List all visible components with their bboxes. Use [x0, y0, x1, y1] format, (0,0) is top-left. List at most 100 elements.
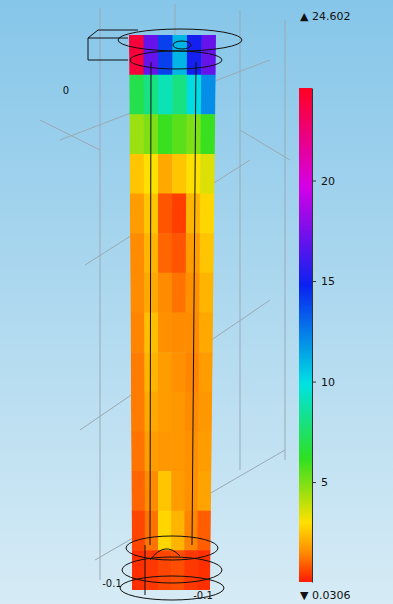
surface-cell	[158, 392, 172, 432]
tick: 10	[312, 376, 335, 389]
chart: 0 -0.1 -0.1 5 10 15 20 ▲ 24.602 ▼ 0.0306	[0, 0, 393, 604]
surface-cell	[158, 313, 172, 353]
tick-label: -0.1	[193, 590, 213, 601]
surface-cell	[172, 75, 187, 115]
surface-cell	[171, 550, 185, 590]
surface-cell	[171, 471, 185, 511]
wireframe	[40, 4, 290, 590]
tick-label: 15	[321, 275, 335, 288]
surface-cell	[158, 511, 172, 551]
surface-cell	[131, 431, 145, 471]
surface-cell	[198, 471, 212, 511]
surface-cell	[130, 273, 144, 313]
surface-cell	[172, 154, 187, 194]
surface-cell	[186, 194, 201, 234]
outline	[88, 30, 138, 60]
surface-cell	[158, 352, 172, 392]
surface-cell	[158, 154, 173, 194]
surface-cell	[131, 471, 145, 511]
tick: 15	[312, 275, 335, 288]
surface-cell	[172, 233, 187, 273]
surface-cell	[185, 313, 199, 353]
tick-label: -0.1	[102, 578, 122, 589]
surface-cell	[185, 352, 199, 392]
surface-cell	[172, 194, 187, 234]
surface-cell	[158, 233, 172, 273]
outline	[120, 576, 224, 600]
axis-line	[312, 89, 313, 583]
surface-cell	[200, 154, 215, 194]
surface-cell	[158, 114, 173, 154]
surface-cell	[200, 194, 215, 234]
surface-cell	[198, 392, 212, 432]
surface-cell	[130, 233, 145, 273]
surface-cell	[201, 75, 216, 115]
surface-cell	[171, 511, 185, 551]
surface-cell	[129, 114, 144, 154]
tick-mark	[312, 382, 316, 383]
colorbar-axis: 5 10 15 20	[312, 89, 335, 583]
axis-labels: 0 -0.1 -0.1	[63, 85, 213, 601]
wireframe-line	[40, 120, 100, 150]
colorbar	[299, 88, 312, 582]
background	[0, 0, 393, 604]
tick-label: 0	[63, 85, 69, 96]
surface-cell	[185, 392, 199, 432]
surface-cell	[184, 471, 198, 511]
surface-cell	[185, 431, 199, 471]
surface-cell	[129, 75, 144, 115]
outline	[118, 29, 242, 51]
colorbar-max: ▲ 24.602	[300, 10, 350, 23]
surface	[129, 35, 217, 591]
surface-cell	[130, 154, 145, 194]
surface-cell	[131, 313, 145, 353]
surface-cell	[144, 313, 158, 353]
colorbar-min: ▼ 0.0306	[300, 589, 350, 602]
surface-cell	[131, 352, 145, 392]
surface-cell	[197, 511, 211, 551]
surface-cell	[184, 511, 198, 551]
surface-cell	[199, 313, 214, 353]
tick-mark	[312, 181, 316, 182]
surface-cell	[130, 194, 145, 234]
outline	[126, 536, 218, 560]
surface-cell	[199, 352, 213, 392]
surface-cell	[201, 114, 216, 154]
wireframe-line	[240, 10, 241, 470]
surface-cell	[158, 273, 172, 313]
surface-cell	[172, 313, 186, 353]
surface-cell	[145, 550, 159, 590]
surface-cell	[172, 352, 186, 392]
surface-cell	[172, 273, 186, 313]
tick-label: 10	[321, 376, 335, 389]
surface-cell	[198, 431, 212, 471]
tick-label: 5	[321, 476, 328, 489]
wireframe-line	[285, 20, 286, 460]
surface-cell	[171, 392, 185, 432]
surface-cell	[132, 511, 146, 551]
surface-cell	[186, 154, 201, 194]
tick: 20	[312, 175, 335, 188]
tick-label: 20	[321, 175, 335, 188]
surface-cell	[186, 233, 201, 273]
tick-mark	[312, 482, 316, 483]
surface-cell	[158, 550, 172, 590]
surface-cell	[171, 431, 185, 471]
surface-cell	[186, 114, 201, 154]
wireframe-line	[240, 130, 290, 160]
surface-cell	[145, 431, 159, 471]
surface-cell	[172, 114, 187, 154]
surface-cell	[187, 75, 202, 115]
surface-cell	[144, 352, 158, 392]
surface-cell	[200, 233, 215, 273]
outline	[145, 545, 180, 595]
outline	[150, 62, 196, 545]
surface-cell	[184, 550, 198, 590]
surface-cell	[131, 392, 145, 432]
surface-cell	[199, 273, 214, 313]
surface-cell	[158, 471, 172, 511]
surface-cell	[144, 392, 158, 432]
surface-cell	[144, 273, 158, 313]
geometry-outline	[88, 29, 242, 600]
surface-cell	[145, 471, 159, 511]
